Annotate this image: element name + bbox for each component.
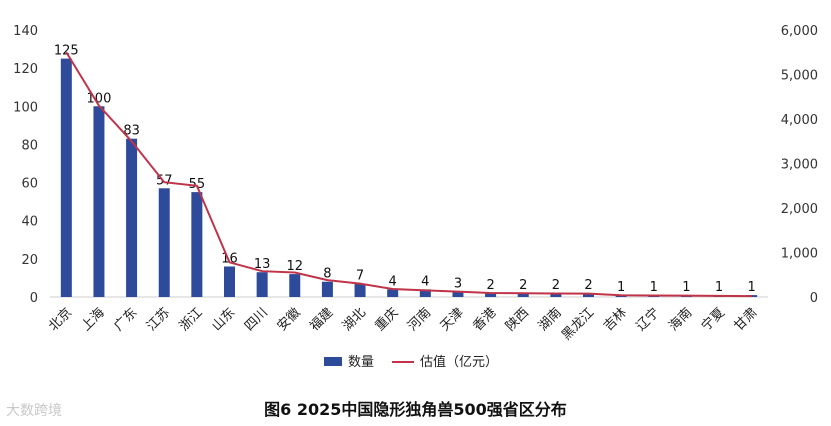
x-category-label: 宁夏 <box>698 305 728 335</box>
bar <box>256 272 268 297</box>
bar-data-label: 2 <box>552 278 560 293</box>
figure-caption: 图6 2025中国隐形独角兽500强省区分布 <box>264 400 567 419</box>
bar <box>321 281 333 297</box>
bar-data-label: 7 <box>356 269 364 284</box>
x-category-label: 吉林 <box>601 305 630 334</box>
bar <box>60 58 72 297</box>
bar <box>583 293 594 297</box>
bar <box>485 293 497 297</box>
y-left-tick-label: 100 <box>13 100 38 115</box>
y-right-tick-label: 2,000 <box>781 202 818 217</box>
x-category-label: 广东 <box>111 305 140 334</box>
bar-data-label: 2 <box>519 278 527 293</box>
bar <box>452 291 464 297</box>
bar <box>289 274 301 297</box>
x-category-label: 香港 <box>470 305 499 334</box>
x-category-label: 天津 <box>438 305 467 334</box>
x-category-label: 陕西 <box>503 305 532 334</box>
y-right-tick-label: 3,000 <box>781 158 818 173</box>
bar-series <box>60 58 758 298</box>
x-category-label: 湖北 <box>340 305 369 334</box>
y-right-tick-label: 5,000 <box>781 69 818 84</box>
bar-data-label: 3 <box>454 276 462 291</box>
watermark: 大数跨境 <box>6 403 62 419</box>
y-left-axis: 0 20 40 60 80 100 120 140 <box>13 24 38 306</box>
legend-bar-swatch <box>324 357 342 366</box>
x-category-label: 浙江 <box>177 305 206 334</box>
bar-data-label: 1 <box>650 280 658 295</box>
y-right-tick-label: 1,000 <box>781 247 818 262</box>
x-category-label: 安徽 <box>275 305 304 334</box>
valuation-line <box>65 51 752 298</box>
bar <box>419 289 431 297</box>
bar-data-label: 8 <box>323 267 331 282</box>
bar-data-label: 1 <box>617 280 625 295</box>
bar-data-label: 1 <box>715 280 723 295</box>
bar-data-label: 125 <box>54 44 79 59</box>
y-right-axis: 0 1,000 2,000 3,000 4,000 5,000 6,000 <box>781 24 818 306</box>
x-category-label: 江苏 <box>143 305 173 335</box>
y-left-tick-label: 20 <box>21 253 38 268</box>
bar-data-label: 83 <box>123 124 140 139</box>
y-left-tick-label: 60 <box>21 177 38 192</box>
bar <box>93 106 105 298</box>
bar-data-label: 4 <box>421 274 429 289</box>
y-right-tick-label: 4,000 <box>781 113 818 128</box>
x-category-label: 辽宁 <box>633 305 663 335</box>
legend-line-label: 估值（亿元） <box>420 354 498 370</box>
bar-data-label: 1 <box>748 280 756 295</box>
bar <box>126 138 138 297</box>
bar <box>550 293 562 297</box>
bar <box>517 293 529 297</box>
x-category-label: 四川 <box>242 305 271 334</box>
bar-data-label: 2 <box>486 278 494 293</box>
x-category-label: 上海 <box>79 305 108 334</box>
category-labels: 北京 上海 广东 江苏 浙江 山东 四川 安徽 福建 湖北 重庆 河南 天津 香港 陕西 湖南黑龙江 吉林 辽宁海… <box>46 305 760 344</box>
bar <box>354 283 366 297</box>
x-category-label: 河南 <box>404 305 434 335</box>
x-category-label: 甘肃 <box>732 305 761 334</box>
x-category-label: 黑龙江 <box>559 305 597 343</box>
legend-bar-label: 数量 <box>348 355 374 370</box>
y-left-tick-label: 0 <box>30 291 38 306</box>
bar-data-label: 12 <box>286 259 303 274</box>
x-category-label: 重庆 <box>372 305 402 335</box>
bar-data-label: 4 <box>389 274 397 289</box>
y-right-tick-label: 6,000 <box>781 24 818 39</box>
x-category-label: 海南 <box>666 305 696 335</box>
x-category-label: 北京 <box>46 305 75 334</box>
bar <box>387 289 399 297</box>
bar <box>191 192 203 297</box>
y-left-tick-label: 120 <box>13 62 38 77</box>
bar-data-label: 2 <box>584 278 592 293</box>
x-category-label: 山东 <box>209 305 238 334</box>
x-category-label: 福建 <box>307 305 336 334</box>
y-left-tick-label: 40 <box>21 215 38 230</box>
bar-data-label: 1 <box>682 280 690 295</box>
x-category-label: 湖南 <box>535 305 565 335</box>
bar-data-label: 13 <box>254 257 271 272</box>
y-left-tick-label: 80 <box>21 138 38 153</box>
legend: 数量 估值（亿元） <box>324 354 498 370</box>
bar <box>158 188 170 297</box>
y-right-tick-label: 0 <box>810 291 818 306</box>
y-left-tick-label: 140 <box>13 24 38 39</box>
bar <box>224 266 235 297</box>
bar-data-label: 55 <box>189 177 206 192</box>
